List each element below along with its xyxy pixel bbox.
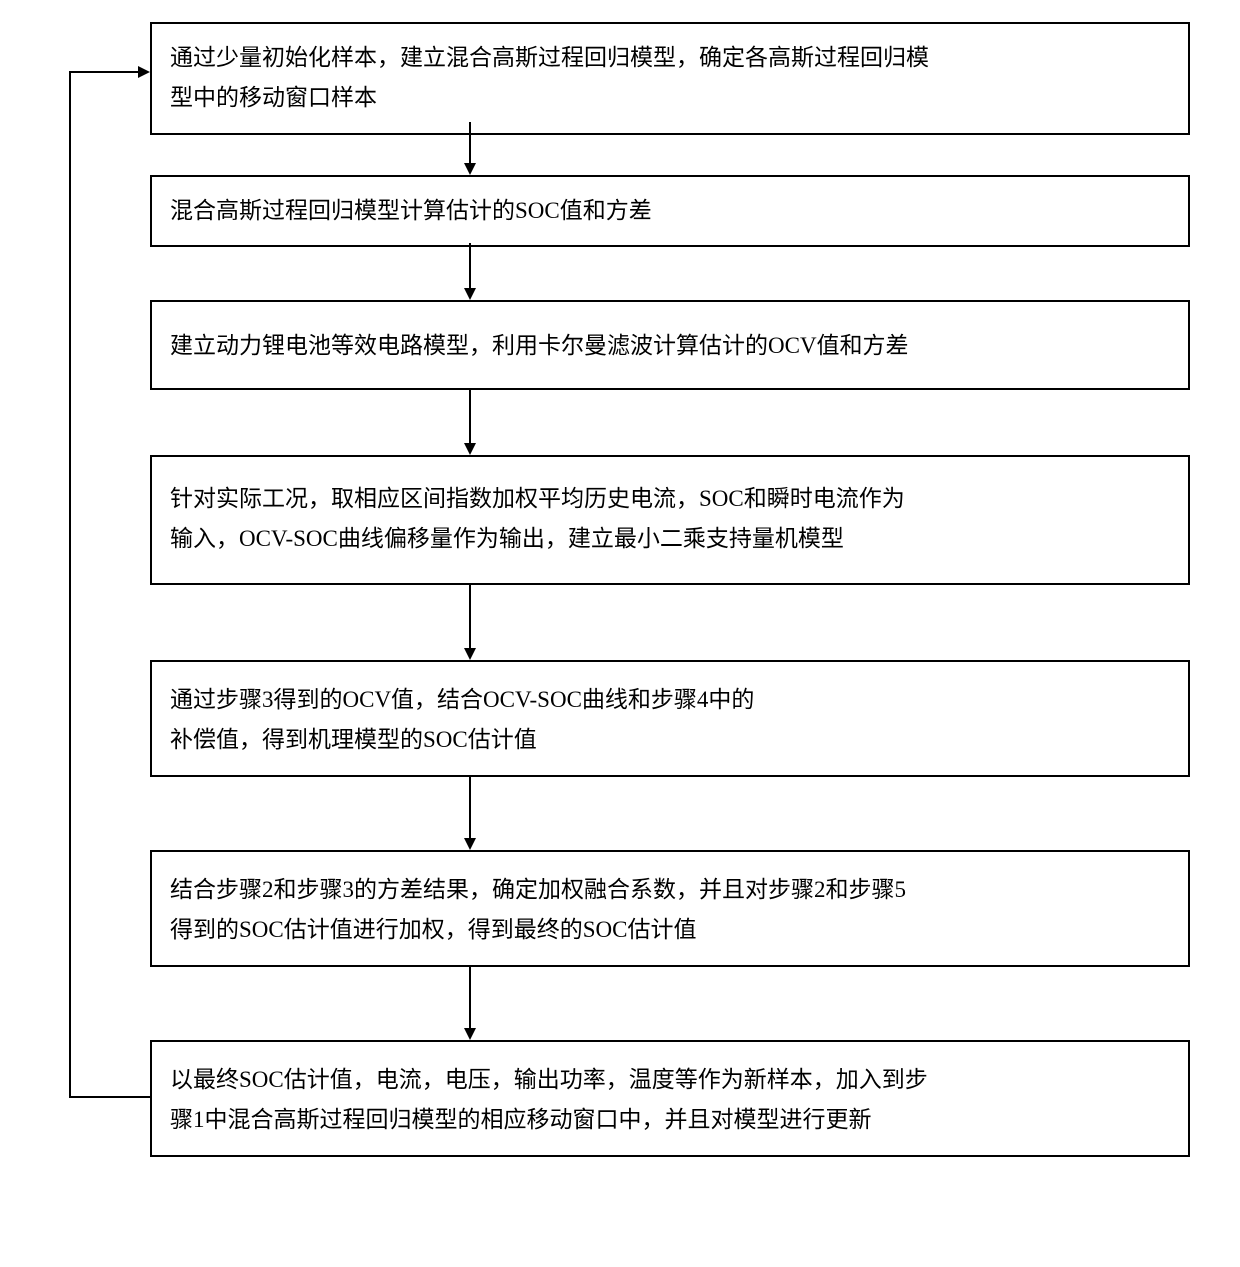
step-5-line2: 补偿值，得到机理模型的SOC估计值 [170,727,537,752]
step-4-line1: 针对实际工况，取相应区间指数加权平均历史电流，SOC和瞬时电流作为 [170,486,905,511]
step-box-6: 结合步骤2和步骤3的方差结果，确定加权融合系数，并且对步骤2和步骤5 得到的SO… [150,850,1190,967]
step-box-5: 通过步骤3得到的OCV值，结合OCV-SOC曲线和步骤4中的 补偿值，得到机理模… [150,660,1190,777]
step-2-line1: 混合高斯过程回归模型计算估计的SOC值和方差 [170,198,652,223]
step-7-line1: 以最终SOC估计值，电流，电压，输出功率，温度等作为新样本，加入到步 [170,1067,928,1092]
step-6-line2: 得到的SOC估计值进行加权，得到最终的SOC估计值 [170,917,696,942]
step-1-line2: 型中的移动窗口样本 [170,85,377,110]
flowchart-canvas: 通过少量初始化样本，建立混合高斯过程回归模型，确定各高斯过程回归模 型中的移动窗… [0,0,1240,1267]
step-6-line1: 结合步骤2和步骤3的方差结果，确定加权融合系数，并且对步骤2和步骤5 [170,877,906,902]
step-box-4: 针对实际工况，取相应区间指数加权平均历史电流，SOC和瞬时电流作为 输入，OCV… [150,455,1190,585]
step-3-line1: 建立动力锂电池等效电路模型，利用卡尔曼滤波计算估计的OCV值和方差 [170,333,909,358]
step-box-2: 混合高斯过程回归模型计算估计的SOC值和方差 [150,175,1190,247]
step-1-line1: 通过少量初始化样本，建立混合高斯过程回归模型，确定各高斯过程回归模 [170,45,929,70]
step-7-line2: 骤1中混合高斯过程回归模型的相应移动窗口中，并且对模型进行更新 [170,1107,872,1132]
step-box-1: 通过少量初始化样本，建立混合高斯过程回归模型，确定各高斯过程回归模 型中的移动窗… [150,22,1190,135]
step-5-line1: 通过步骤3得到的OCV值，结合OCV-SOC曲线和步骤4中的 [170,687,754,712]
step-box-7: 以最终SOC估计值，电流，电压，输出功率，温度等作为新样本，加入到步 骤1中混合… [150,1040,1190,1157]
step-4-line2: 输入，OCV-SOC曲线偏移量作为输出，建立最小二乘支持量机模型 [170,526,844,551]
feedback-arrow [70,72,150,1097]
step-box-3: 建立动力锂电池等效电路模型，利用卡尔曼滤波计算估计的OCV值和方差 [150,300,1190,390]
